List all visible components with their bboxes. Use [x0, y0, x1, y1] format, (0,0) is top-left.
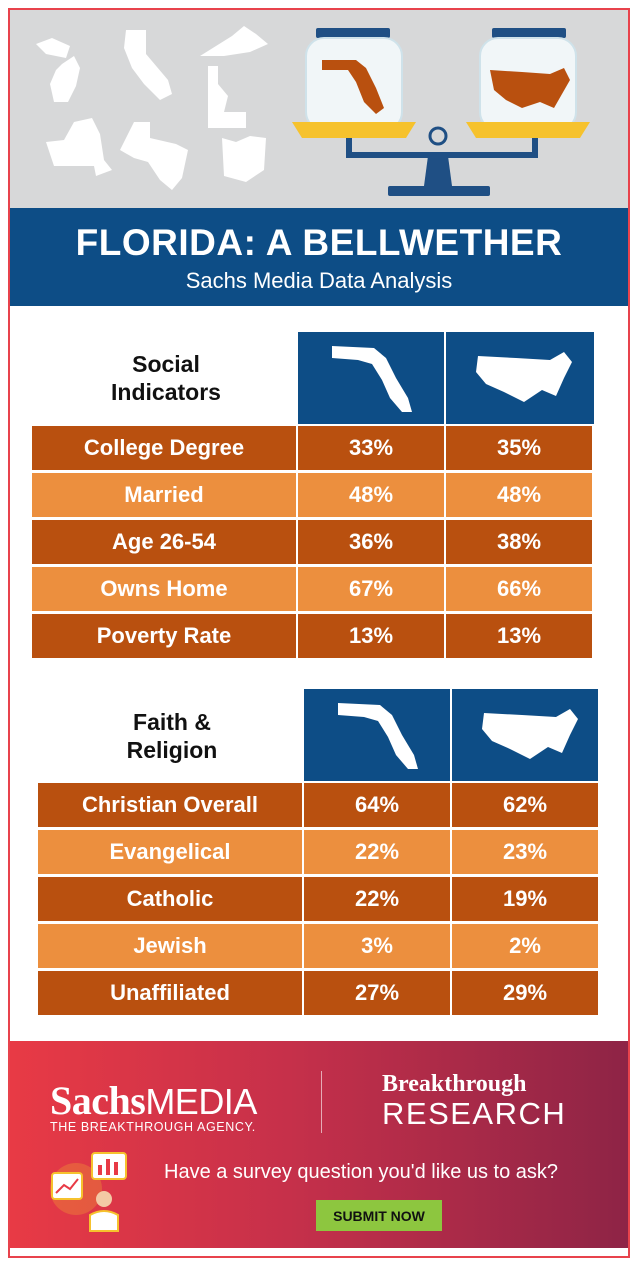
faith-title-line2: Religion	[126, 737, 218, 763]
us-value: 13%	[446, 614, 592, 658]
florida-value: 22%	[304, 877, 452, 921]
florida-map-icon	[338, 703, 418, 769]
florida-value: 13%	[298, 614, 446, 658]
row-label: Catholic	[38, 877, 304, 921]
survey-presenter-icon	[50, 1152, 127, 1232]
usa-map-icon	[482, 709, 578, 759]
ohio-icon	[222, 136, 266, 182]
texas-icon	[120, 122, 188, 190]
faith-usa-header	[452, 689, 598, 781]
row-label: College Degree	[32, 426, 298, 470]
page-border	[8, 8, 630, 1258]
faith-title-line1: Faith &	[133, 709, 211, 735]
table-row: Jewish 3% 2%	[38, 924, 598, 968]
research-logo-line2: RESEARCH	[382, 1096, 567, 1131]
table-row: Evangelical 22% 23%	[38, 830, 598, 874]
florida-jar-icon	[305, 28, 403, 131]
logo-divider	[321, 1071, 322, 1133]
logo-light-text: MEDIA	[145, 1081, 257, 1122]
row-label: Owns Home	[32, 567, 298, 611]
hero-illustration	[10, 10, 628, 208]
us-value: 35%	[446, 426, 592, 470]
social-title-line2: Indicators	[111, 379, 221, 405]
virginia-icon	[200, 26, 268, 56]
florida-value: 48%	[298, 473, 446, 517]
new-york-icon	[46, 118, 112, 176]
logo-bold-text: Sachs	[50, 1078, 146, 1123]
breakthrough-research-logo[interactable]: Breakthrough RESEARCH	[382, 1071, 566, 1132]
california-icon	[124, 30, 172, 100]
usa-map-icon	[476, 352, 572, 402]
title-banner: FLORIDA: A BELLWETHER Sachs Media Data A…	[10, 208, 628, 306]
florida-map-icon	[332, 346, 412, 412]
row-label: Jewish	[38, 924, 304, 968]
row-label: Unaffiliated	[38, 971, 304, 1015]
florida-value: 36%	[298, 520, 446, 564]
table-row: Married 48% 48%	[32, 473, 592, 517]
florida-value: 22%	[304, 830, 452, 874]
us-value: 29%	[452, 971, 598, 1015]
social-section-title: Social Indicators	[34, 350, 298, 406]
footer-banner: SachsMEDIA THE BREAKTHROUGH AGENCY. Brea…	[10, 1041, 628, 1248]
us-value: 66%	[446, 567, 592, 611]
faith-florida-header	[304, 689, 450, 781]
state-silhouettes	[36, 26, 268, 190]
florida-value: 67%	[298, 567, 446, 611]
table-row: Owns Home 67% 66%	[32, 567, 592, 611]
table-row: College Degree 33% 35%	[32, 426, 592, 470]
faith-section-title: Faith & Religion	[40, 708, 304, 764]
row-label: Poverty Rate	[32, 614, 298, 658]
research-logo-line1: Breakthrough	[382, 1071, 527, 1097]
us-value: 23%	[452, 830, 598, 874]
social-title-line1: Social	[132, 351, 200, 377]
table-row: Christian Overall 64% 62%	[38, 783, 598, 827]
florida-value: 27%	[304, 971, 452, 1015]
page-subtitle: Sachs Media Data Analysis	[185, 268, 453, 293]
us-value: 48%	[446, 473, 592, 517]
us-value: 19%	[452, 877, 598, 921]
usa-jar-icon	[479, 28, 577, 131]
page-title: FLORIDA: A BELLWETHER	[75, 222, 563, 263]
sachs-media-logo[interactable]: SachsMEDIA THE BREAKTHROUGH AGENCY.	[50, 1077, 257, 1134]
michigan-icon	[36, 38, 80, 102]
social-usa-header	[446, 332, 594, 424]
table-row: Age 26-54 36% 38%	[32, 520, 592, 564]
row-label: Married	[32, 473, 298, 517]
submit-now-button[interactable]: SUBMIT NOW	[316, 1200, 442, 1231]
us-value: 2%	[452, 924, 598, 968]
florida-value: 64%	[304, 783, 452, 827]
logo-tagline: THE BREAKTHROUGH AGENCY.	[50, 1120, 256, 1134]
us-value: 38%	[446, 520, 592, 564]
florida-value: 3%	[304, 924, 452, 968]
row-label: Christian Overall	[38, 783, 304, 827]
balance-scale-icon	[292, 122, 590, 196]
florida-value: 33%	[298, 426, 446, 470]
social-florida-header	[298, 332, 444, 424]
survey-question-text: Have a survey question you'd like us to …	[164, 1161, 559, 1183]
table-row: Poverty Rate 13% 13%	[32, 614, 592, 658]
us-value: 62%	[452, 783, 598, 827]
idaho-icon	[208, 66, 246, 128]
table-row: Catholic 22% 19%	[38, 877, 598, 921]
row-label: Evangelical	[38, 830, 304, 874]
table-row: Unaffiliated 27% 29%	[38, 971, 598, 1015]
row-label: Age 26-54	[32, 520, 298, 564]
